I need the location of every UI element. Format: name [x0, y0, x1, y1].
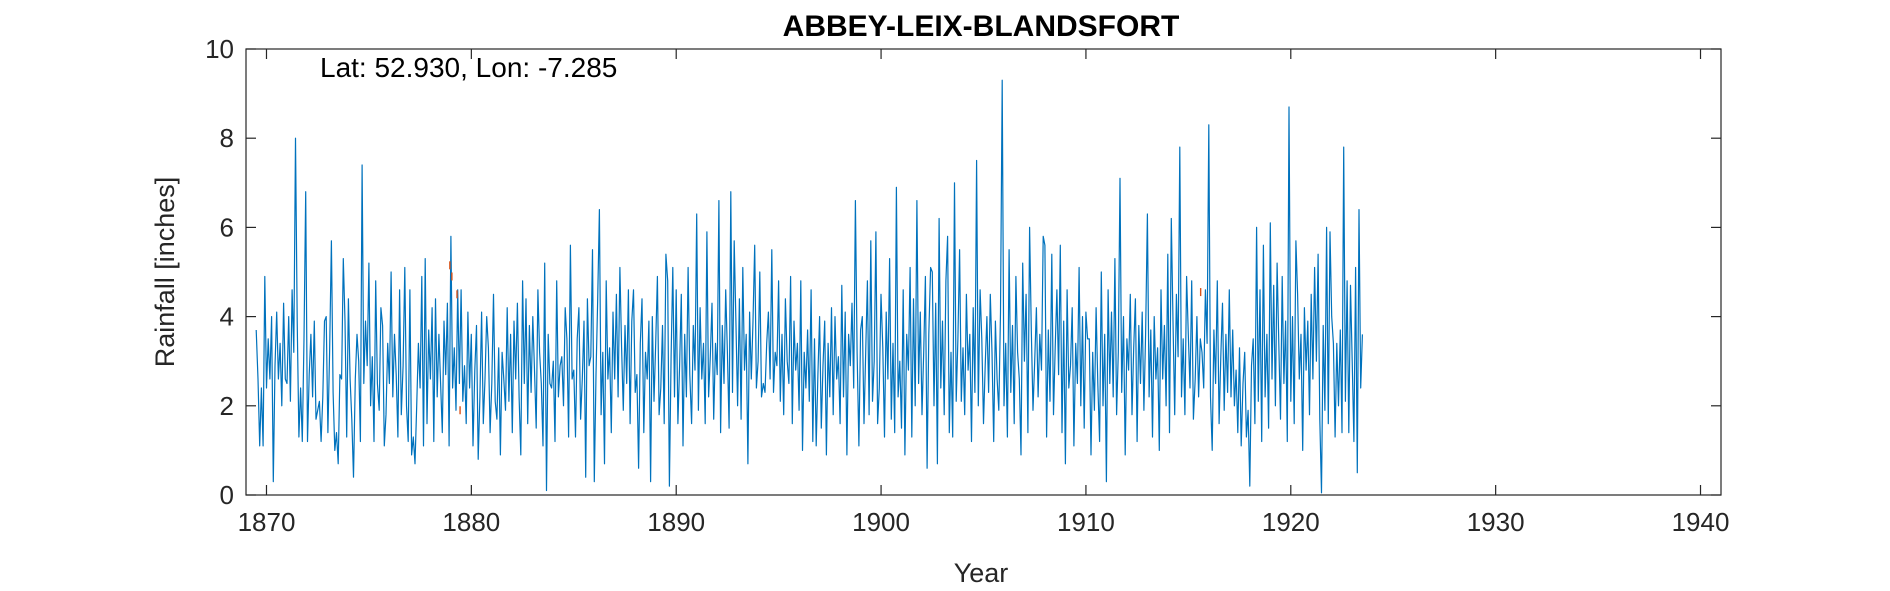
- x-tick-label: 1900: [852, 507, 910, 537]
- x-tick-label: 1910: [1057, 507, 1115, 537]
- y-axis: 0 2 4 6 8 10: [205, 34, 1721, 510]
- series-layer: [255, 79, 1363, 494]
- plot-area: [245, 48, 1722, 496]
- x-tick-label: 1880: [442, 507, 500, 537]
- y-tick-label: 8: [220, 123, 234, 153]
- x-tick-label: 1920: [1262, 507, 1320, 537]
- y-tick-label: 4: [220, 302, 234, 332]
- y-tick-label: 6: [220, 212, 234, 242]
- x-tick-label: 1940: [1672, 507, 1730, 537]
- x-tick-label: 1930: [1467, 507, 1525, 537]
- x-axis-label: Year: [954, 558, 1009, 588]
- y-axis-label: Rainfall [inches]: [150, 177, 180, 368]
- x-tick-label: 1890: [647, 507, 705, 537]
- chart-title: ABBEY-LEIX-BLANDSFORT: [783, 10, 1180, 43]
- x-axis: 1870 1880 1890 1900 1910 1920 1930 1940: [238, 49, 1730, 537]
- y-tick-label: 0: [220, 480, 234, 510]
- y-tick-label: 10: [205, 34, 234, 64]
- x-tick-label: 1870: [238, 507, 296, 537]
- location-annotation: Lat: 52.930, Lon: -7.285: [320, 52, 617, 83]
- y-tick-label: 2: [220, 391, 234, 421]
- rainfall-series-line: [255, 79, 1363, 494]
